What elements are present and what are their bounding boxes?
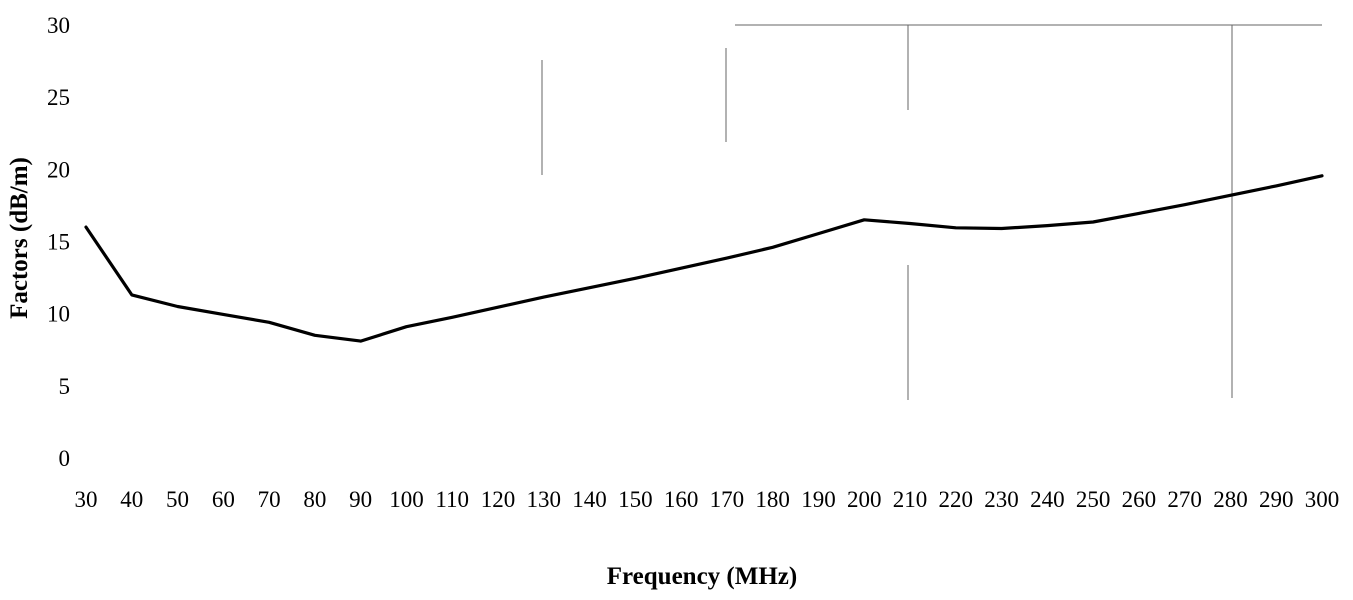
y-tick-label: 20 xyxy=(47,157,70,182)
x-tick-label: 280 xyxy=(1213,487,1248,512)
x-tick-label: 300 xyxy=(1305,487,1340,512)
x-tick-label: 70 xyxy=(258,487,281,512)
y-tick-label: 25 xyxy=(47,85,70,110)
x-tick-label: 160 xyxy=(664,487,699,512)
series-group xyxy=(84,174,1324,343)
y-tick-label: 15 xyxy=(47,230,70,255)
scan-artifact-lines xyxy=(541,24,1322,400)
x-tick-label: 270 xyxy=(1167,487,1202,512)
x-tick-label: 120 xyxy=(481,487,516,512)
x-tick-label: 90 xyxy=(349,487,372,512)
x-tick-label: 110 xyxy=(435,487,469,512)
y-axis-title: Factors (dB/m) xyxy=(6,157,33,319)
x-tick-label: 80 xyxy=(303,487,326,512)
x-tick-label: 140 xyxy=(572,487,607,512)
x-tick-label: 130 xyxy=(527,487,562,512)
x-tick-label: 240 xyxy=(1030,487,1065,512)
x-tick-label: 170 xyxy=(710,487,745,512)
x-tick-label: 50 xyxy=(166,487,189,512)
x-tick-label: 290 xyxy=(1259,487,1294,512)
x-tick-label: 60 xyxy=(212,487,235,512)
x-tick-label: 30 xyxy=(75,487,98,512)
x-tick-label: 190 xyxy=(801,487,836,512)
x-tick-label: 150 xyxy=(618,487,653,512)
x-tick-label: 260 xyxy=(1122,487,1157,512)
x-tick-label: 230 xyxy=(984,487,1019,512)
series-line xyxy=(84,174,1324,343)
y-tick-label: 5 xyxy=(59,374,71,399)
x-tick-label: 100 xyxy=(389,487,424,512)
x-tick-label: 180 xyxy=(755,487,790,512)
y-tick-label: 10 xyxy=(47,302,70,327)
y-tick-label: 30 xyxy=(47,13,70,38)
x-axis-title: Frequency (MHz) xyxy=(607,563,797,590)
y-tick-label: 0 xyxy=(59,446,71,471)
x-axis-tick-labels: 30 40 50 60 70 80 90 100 110 120 130 140 150 160 170 18… xyxy=(75,487,1340,512)
x-tick-label: 40 xyxy=(120,487,143,512)
x-tick-label: 200 xyxy=(847,487,882,512)
x-tick-label: 220 xyxy=(939,487,974,512)
x-tick-label: 250 xyxy=(1076,487,1111,512)
x-tick-label: 210 xyxy=(893,487,928,512)
y-axis-tick-labels: 0 5 10 15 20 25 30 xyxy=(47,13,70,471)
